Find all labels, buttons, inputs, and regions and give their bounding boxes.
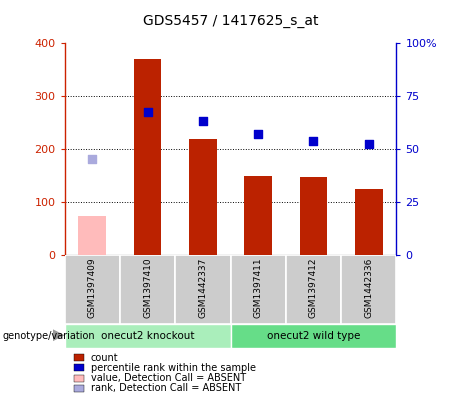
Bar [244,176,272,255]
Text: GDS5457 / 1417625_s_at: GDS5457 / 1417625_s_at [143,14,318,28]
Point [310,138,317,145]
Bar [65,324,230,348]
Text: percentile rank within the sample: percentile rank within the sample [91,363,256,373]
Text: rank, Detection Call = ABSENT: rank, Detection Call = ABSENT [91,383,241,393]
Bar [78,216,106,255]
Text: count: count [91,353,118,363]
Bar [120,255,175,324]
Bar [300,178,327,255]
Text: genotype/variation: genotype/variation [2,331,95,341]
Text: GSM1442337: GSM1442337 [198,257,207,318]
Point [199,118,207,124]
Text: onecut2 knockout: onecut2 knockout [101,331,194,341]
Text: GSM1397411: GSM1397411 [254,257,263,318]
Bar [230,255,286,324]
Bar [341,255,396,324]
Bar [189,139,217,255]
Bar [286,255,341,324]
Bar [230,324,396,348]
Text: GSM1397409: GSM1397409 [88,257,97,318]
Text: GSM1397410: GSM1397410 [143,257,152,318]
Bar [355,189,383,255]
Text: value, Detection Call = ABSENT: value, Detection Call = ABSENT [91,373,246,383]
Text: onecut2 wild type: onecut2 wild type [267,331,360,341]
Bar [65,255,120,324]
Point [254,131,262,138]
Point [144,109,151,116]
Point [89,156,96,162]
Point [365,141,372,147]
Bar [134,59,161,255]
Text: GSM1397412: GSM1397412 [309,257,318,318]
Text: GSM1442336: GSM1442336 [364,257,373,318]
Polygon shape [53,329,65,341]
Bar [175,255,230,324]
